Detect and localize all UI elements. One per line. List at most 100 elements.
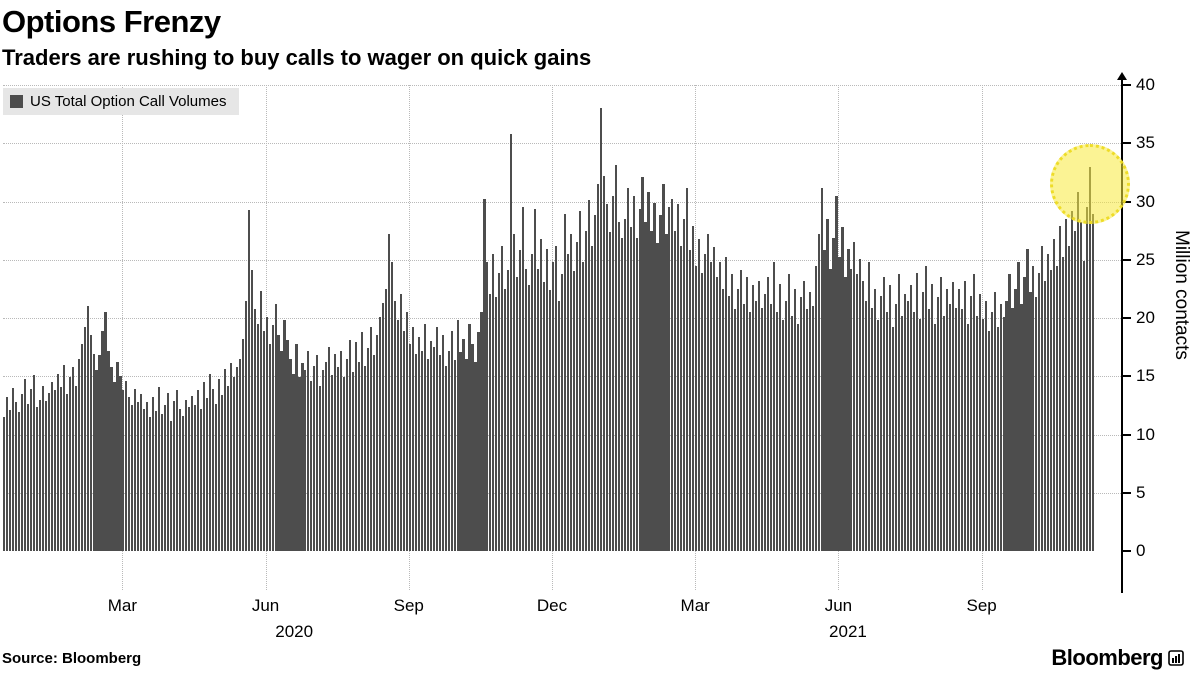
- volume-bar: [459, 351, 462, 551]
- volume-bar: [808, 292, 811, 551]
- volume-bar: [352, 371, 355, 551]
- volume-bar: [504, 288, 507, 551]
- volume-bar: [244, 300, 247, 551]
- volume-bar: [322, 370, 325, 551]
- volume-bar: [826, 218, 829, 551]
- y-axis-title: Million contacts: [1171, 230, 1192, 360]
- volume-bar: [104, 312, 107, 551]
- volume-bar: [211, 389, 214, 551]
- volume-bar: [927, 308, 931, 551]
- volume-bar: [196, 390, 200, 551]
- volume-bar: [847, 249, 850, 551]
- volume-bar: [802, 280, 805, 551]
- volume-bar: [355, 342, 358, 551]
- volume-bar: [698, 238, 701, 551]
- volume-bar: [832, 237, 835, 551]
- x-tick-label: Dec: [536, 596, 568, 615]
- volume-bar: [62, 364, 65, 551]
- volume-bar: [641, 177, 644, 551]
- volume-bar: [265, 316, 268, 551]
- volume-bar: [375, 335, 379, 551]
- volume-bar: [650, 230, 653, 551]
- volume-bar: [563, 214, 567, 551]
- volume-bar: [775, 312, 778, 551]
- volume-bar: [701, 272, 704, 551]
- volume-bar: [745, 277, 749, 551]
- volume-bar: [918, 319, 922, 551]
- volume-bar: [731, 273, 734, 551]
- volume-bar: [86, 306, 89, 551]
- volume-bar: [540, 238, 543, 551]
- y-tick: [1121, 84, 1131, 86]
- volume-bar: [116, 362, 119, 551]
- source-note: Source: Bloomberg: [2, 650, 142, 667]
- volume-bar: [850, 269, 853, 551]
- volume-bar: [835, 195, 838, 551]
- volume-bar: [611, 195, 614, 551]
- volume-bar: [128, 397, 131, 551]
- volume-bar: [161, 413, 164, 551]
- volume-bar: [432, 347, 435, 551]
- volume-bar: [689, 250, 692, 551]
- volume-bar: [367, 348, 370, 551]
- volume-bar: [543, 281, 546, 551]
- volume-bar: [489, 293, 492, 551]
- volume-bar: [1062, 257, 1065, 551]
- volume-bar: [799, 297, 802, 551]
- volume-bar: [498, 272, 501, 551]
- volume-bar: [748, 312, 752, 551]
- volume-bar: [647, 192, 650, 551]
- volume-bar: [20, 393, 24, 551]
- volume-bar: [182, 415, 185, 551]
- volume-bar: [653, 202, 656, 551]
- volume-bar: [414, 354, 417, 551]
- volume-bar: [975, 315, 978, 551]
- volume-bar: [337, 366, 340, 551]
- volume-bar: [137, 401, 140, 551]
- volume-bar: [268, 343, 271, 551]
- volume-bar: [5, 397, 9, 551]
- volume-bar: [680, 245, 683, 551]
- volume-bar: [507, 270, 510, 551]
- volume-bar: [480, 312, 483, 551]
- y-tick-label: 10: [1136, 424, 1155, 444]
- volume-bar: [590, 245, 593, 551]
- v-gridline: [408, 85, 410, 590]
- volume-bar: [298, 377, 301, 551]
- volume-bar: [733, 308, 737, 551]
- volume-bar: [113, 382, 116, 551]
- volume-bar: [101, 330, 104, 551]
- volume-bar: [790, 315, 793, 551]
- volume-bar: [757, 280, 760, 551]
- volume-bar: [35, 406, 38, 551]
- volume-bar: [325, 362, 328, 551]
- volume-bar: [877, 320, 880, 551]
- volume-bar: [80, 343, 83, 551]
- volume-bar: [644, 222, 647, 551]
- volume-bar: [593, 215, 596, 551]
- volume-bar: [972, 273, 975, 551]
- volume-bar: [769, 304, 772, 551]
- x-tick-label: Mar: [107, 596, 137, 615]
- volume-bar: [122, 390, 125, 551]
- volume-bar: [331, 375, 334, 551]
- volume-bar: [185, 399, 188, 551]
- volume-bar: [462, 338, 465, 551]
- volume-bar: [396, 320, 399, 551]
- volume-bar: [978, 293, 981, 551]
- volume-bar: [996, 327, 999, 551]
- volume-bar: [232, 377, 235, 551]
- volume-bar: [904, 293, 907, 551]
- y-tick: [1121, 258, 1131, 261]
- volume-bar: [235, 366, 238, 551]
- volume-bar: [143, 408, 146, 551]
- volume-bar: [686, 187, 689, 551]
- volume-bar: [871, 307, 874, 551]
- volume-bar: [358, 362, 361, 551]
- volume-bar: [930, 284, 934, 551]
- volume-bar: [898, 273, 901, 551]
- y-tick: [1121, 375, 1131, 378]
- volume-bar: [868, 262, 871, 551]
- y-tick: [1121, 433, 1131, 436]
- volume-bar: [1053, 238, 1056, 551]
